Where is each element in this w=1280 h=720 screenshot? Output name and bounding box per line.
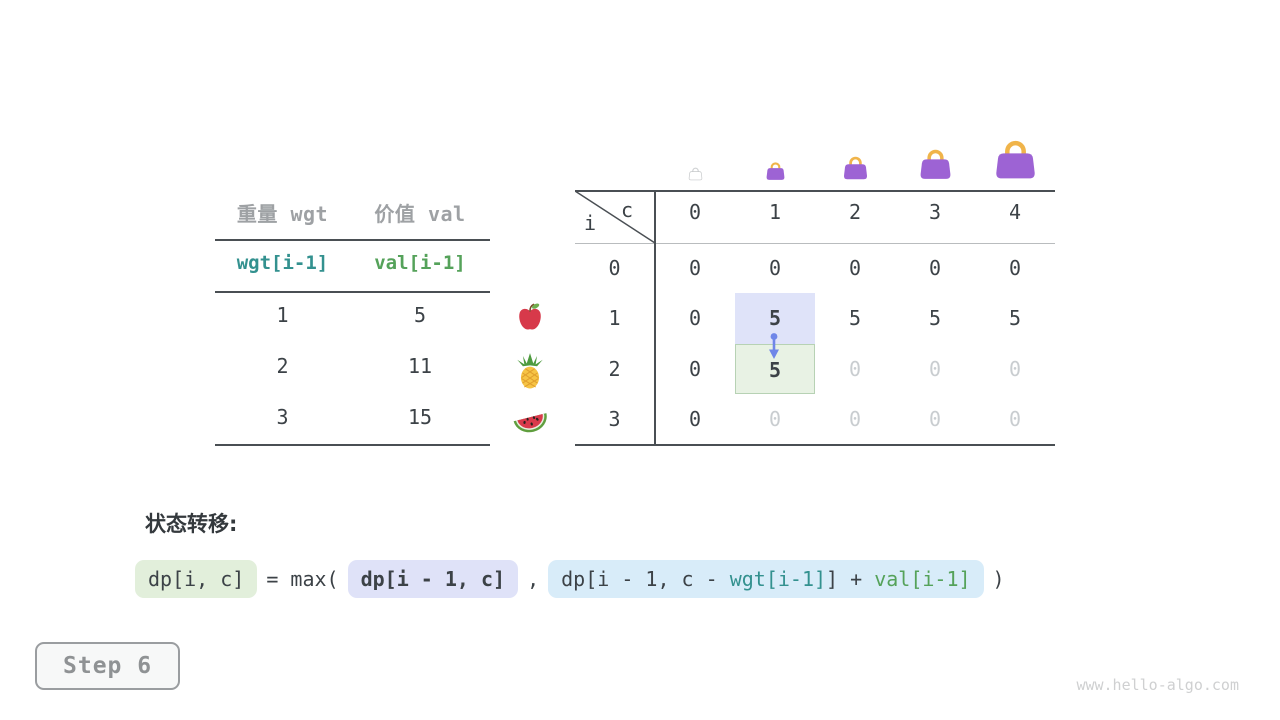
formula-operator: = max( — [266, 567, 339, 591]
dp-col-header: 0 — [688, 200, 702, 224]
dp-cell: 0 — [848, 256, 862, 280]
item-weight: 1 — [276, 303, 289, 327]
transition-arrow-icon — [769, 333, 779, 359]
dp-table-vertical-border — [654, 190, 656, 446]
dp-row-header: 2 — [608, 356, 621, 381]
dp-cell: 0 — [928, 406, 942, 431]
formula-separator: , — [527, 567, 540, 591]
transition-heading: 状态转移: — [145, 512, 238, 536]
bag-icon — [975, 122, 1055, 184]
corner-item-label: i — [584, 211, 597, 235]
take-wgt-term: wgt[i-1] — [729, 567, 827, 591]
apple-icon — [508, 301, 552, 333]
bag-icon — [815, 122, 895, 184]
dp-cell: 0 — [848, 406, 862, 431]
dp-cell: 5 — [848, 306, 862, 331]
weight-column-header: 重量 wgt — [236, 202, 329, 226]
dp-cell: 0 — [848, 356, 862, 381]
formula-closing-paren: ) — [992, 567, 1005, 591]
dp-col-header: 3 — [928, 200, 942, 224]
bag-icon — [895, 122, 975, 184]
item-row: 3 15 — [215, 405, 490, 429]
step-indicator-button[interactable]: Step 6 — [35, 642, 181, 690]
dp-cell: 0 — [688, 356, 702, 381]
items-table-divider — [215, 291, 490, 293]
items-table-index-row: wgt[i-1] val[i-1] — [215, 252, 490, 274]
dp-row-header: 0 — [608, 256, 621, 280]
pineapple-icon — [508, 352, 552, 390]
dp-cell: 0 — [768, 406, 782, 431]
corner-diagonal-line — [575, 190, 655, 244]
dp-table-top-border — [575, 190, 1055, 192]
watermelon-icon — [508, 405, 552, 435]
dp-cell: 0 — [928, 256, 942, 280]
item-row: 2 11 — [215, 354, 490, 378]
val-index-label: val[i-1] — [374, 252, 466, 274]
dp-cell: 5 — [928, 306, 942, 331]
dp-cell: 0 — [768, 256, 782, 280]
formula-keep-option-box: dp[i - 1, c] — [347, 560, 519, 598]
bag-icon — [735, 122, 815, 184]
wgt-index-label: wgt[i-1] — [236, 252, 329, 274]
item-weight: 3 — [276, 405, 289, 429]
dp-cell: 0 — [688, 406, 702, 431]
dp-col-header: 2 — [848, 200, 862, 224]
dp-row-header: 1 — [608, 306, 621, 331]
dp-table-bottom-border — [575, 444, 1055, 446]
item-weight: 2 — [276, 354, 289, 378]
dp-cell: 0 — [1008, 356, 1022, 381]
dp-col-header: 4 — [1008, 200, 1022, 224]
items-table: 重量 wgt 价值 val wgt[i-1] val[i-1] 1 5 2 11 3 15 — [215, 190, 490, 446]
take-mid: ] + — [826, 567, 875, 591]
dp-cell: 5 — [1008, 306, 1022, 331]
item-value: 11 — [407, 354, 433, 378]
dp-col-header: 1 — [768, 200, 782, 224]
dp-cell: 0 — [1008, 256, 1022, 280]
dp-cell: 0 — [688, 256, 702, 280]
dp-cell: 0 — [1008, 406, 1022, 431]
item-value: 15 — [407, 405, 433, 429]
dp-cell: 0 — [928, 356, 942, 381]
take-prefix: dp[i - 1, c - — [561, 567, 730, 591]
take-val-term: val[i-1] — [874, 567, 971, 591]
watermark: www.hello-algo.com — [1076, 676, 1239, 694]
item-value: 5 — [413, 303, 427, 327]
items-table-divider — [215, 444, 490, 446]
formula-take-option-box: dp[i - 1, c - wgt[i-1]] + val[i-1] — [548, 560, 984, 598]
items-table-divider — [215, 239, 490, 241]
items-table-header: 重量 wgt 价值 val — [215, 198, 490, 227]
corner-capacity-label: c — [621, 198, 634, 222]
value-column-header: 价值 val — [374, 202, 466, 226]
dp-row-header: 3 — [608, 406, 621, 431]
dp-col-headers: 0 1 2 3 4 — [655, 200, 1055, 224]
empty-bag-icon — [655, 122, 735, 184]
transition-formula: dp[i, c] = max( dp[i - 1, c] , dp[i - 1,… — [135, 560, 1005, 598]
formula-lhs-box: dp[i, c] — [135, 560, 258, 598]
capacity-bags-row — [655, 122, 1055, 184]
dp-table-header-divider — [575, 243, 1055, 244]
dp-cell: 0 — [688, 306, 702, 331]
